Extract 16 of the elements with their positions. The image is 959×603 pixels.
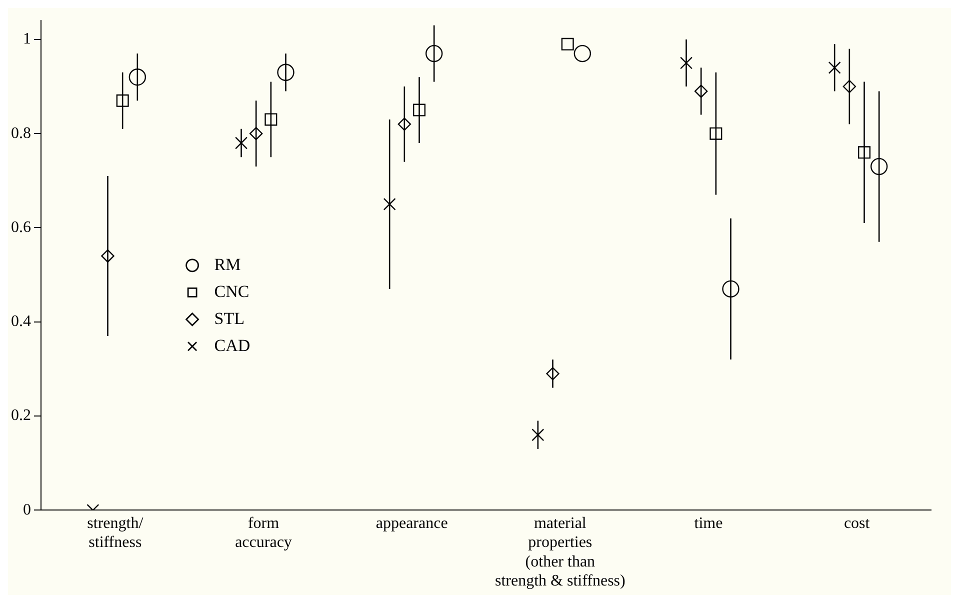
x-tick-label: material properties (other than strength & stiffness) — [494, 515, 626, 590]
x-tick-label: cost — [844, 515, 870, 532]
y-tick-label: 0 — [23, 501, 31, 518]
legend-label: STL — [214, 308, 245, 328]
y-tick-label: 0.4 — [11, 313, 31, 330]
x-tick-label: appearance — [376, 515, 448, 532]
y-tick-label: 1 — [23, 30, 31, 48]
legend-label: CNC — [214, 282, 250, 301]
x-tick-label: form accuracy — [235, 515, 292, 552]
x-tick-label: strength/ stiffness — [87, 515, 144, 552]
y-tick-label: 0.8 — [11, 124, 31, 142]
y-tick-label: 0.2 — [11, 407, 31, 424]
x-tick-label: time — [694, 515, 723, 532]
legend-label: CAD — [214, 336, 250, 355]
legend-label: RM — [214, 254, 241, 274]
y-tick-label: 0.6 — [11, 218, 31, 236]
